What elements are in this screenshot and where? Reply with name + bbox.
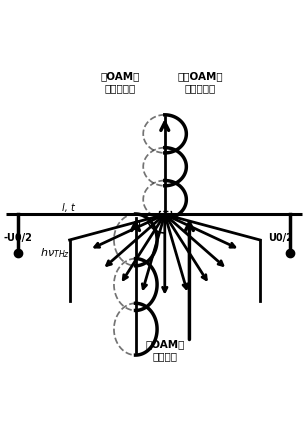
Text: 不带OAM的
光通信波长: 不带OAM的 光通信波长 (177, 71, 223, 93)
Text: l, t: l, t (62, 203, 75, 213)
Text: 带OAM的
太赫兹波: 带OAM的 太赫兹波 (145, 339, 184, 361)
Text: -U0/2: -U0/2 (3, 232, 32, 242)
Bar (159, 211, 171, 218)
Text: $h\nu_{THz}$: $h\nu_{THz}$ (40, 246, 70, 260)
Text: U0/2: U0/2 (268, 232, 293, 242)
Text: θ: θ (133, 220, 141, 233)
Text: 带OAM的
光通信波长: 带OAM的 光通信波长 (100, 71, 140, 93)
